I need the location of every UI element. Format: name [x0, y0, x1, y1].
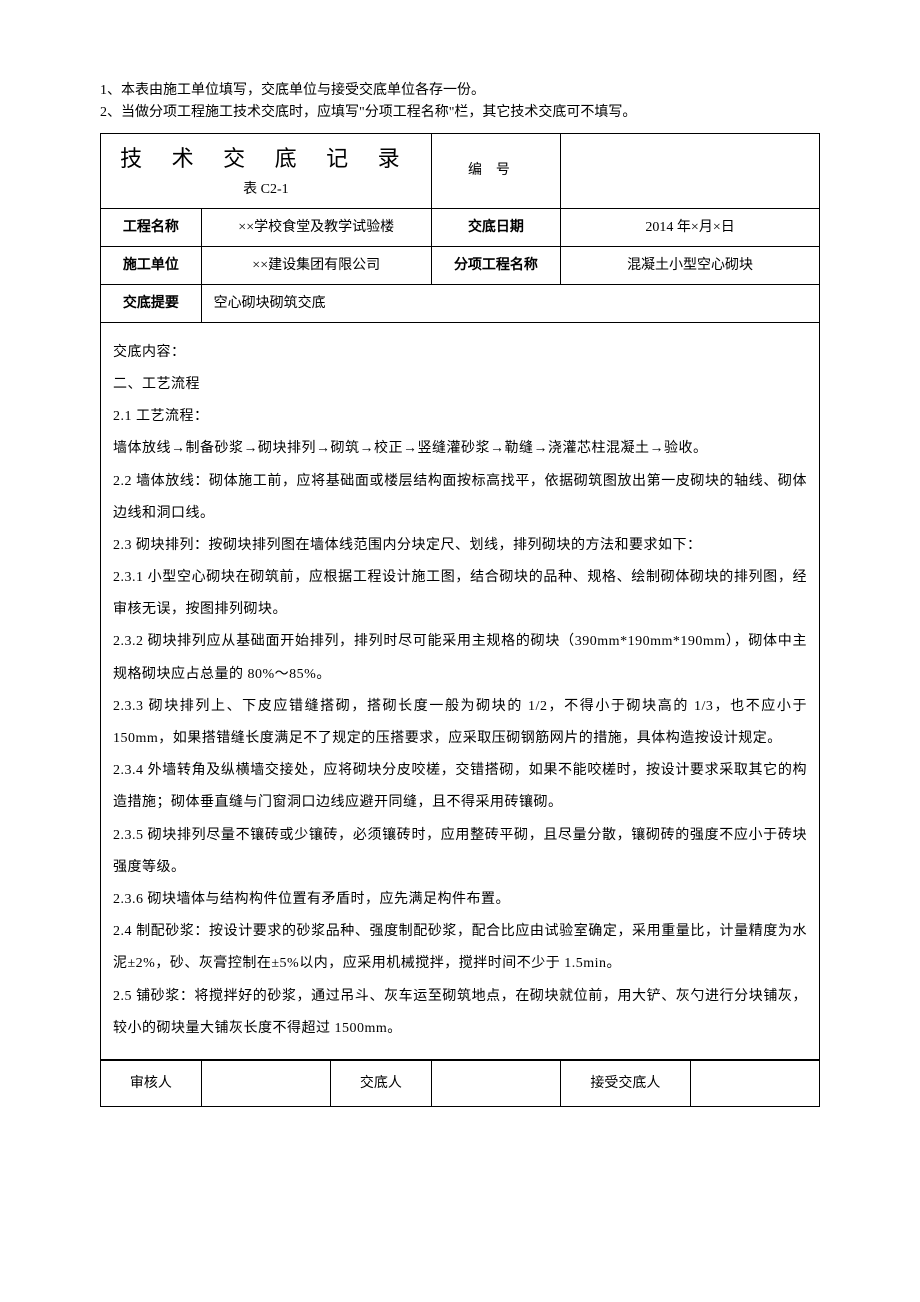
serial-label: 编号	[431, 133, 560, 208]
title-cell: 技 术 交 底 记 录 表 C2-1	[101, 133, 432, 208]
receiver-value	[690, 1060, 819, 1106]
section-2: 二、工艺流程	[113, 369, 807, 401]
subproject-value: 混凝土小型空心砌块	[561, 246, 820, 284]
p-2-3-2: 2.3.2 砌块排列应从基础面开始排列，排列时尽可能采用主规格的砌块（390mm…	[113, 626, 807, 690]
p-2-5: 2.5 铺砂浆：将搅拌好的砂浆，通过吊斗、灰车运至砌筑地点，在砌块就位前，用大铲…	[113, 981, 807, 1045]
p-2-3: 2.3 砌块排列：按砌块排列图在墙体线范围内分块定尺、划线，排列砌块的方法和要求…	[113, 530, 807, 562]
date-value: 2014 年×月×日	[561, 208, 820, 246]
content-head: 交底内容：	[113, 337, 807, 369]
subproject-label: 分项工程名称	[431, 246, 560, 284]
reviewer-value	[201, 1060, 330, 1106]
p-2-1-flow: 墙体放线→制备砂浆→砌块排列→砌筑→校正→竖缝灌砂浆→勒缝→浇灌芯柱混凝土→验收…	[113, 433, 807, 465]
p-2-2: 2.2 墙体放线：砌体施工前，应将基础面或楼层结构面按标高找平，依据砌筑图放出第…	[113, 466, 807, 530]
p-2-1: 2.1 工艺流程：	[113, 401, 807, 433]
header-notes: 1、本表由施工单位填写，交底单位与接受交底单位各存一份。 2、当做分项工程施工技…	[100, 80, 820, 125]
main-title: 技 术 交 底 记 录	[107, 142, 425, 175]
note-line-2: 2、当做分项工程施工技术交底时，应填写"分项工程名称"栏，其它技术交底可不填写。	[100, 102, 820, 124]
serial-value	[561, 133, 820, 208]
summary-label: 交底提要	[101, 284, 202, 322]
project-name-label: 工程名称	[101, 208, 202, 246]
construction-unit-label: 施工单位	[101, 246, 202, 284]
project-name-value: ××学校食堂及教学试验楼	[201, 208, 431, 246]
summary-value: 空心砌块砌筑交底	[201, 284, 819, 322]
p-2-3-3: 2.3.3 砌块排列上、下皮应错缝搭砌，搭砌长度一般为砌块的 1/2，不得小于砌…	[113, 691, 807, 755]
date-label: 交底日期	[431, 208, 560, 246]
reviewer-label: 审核人	[101, 1060, 202, 1106]
p-2-3-5: 2.3.5 砌块排列尽量不镶砖或少镶砖，必须镶砖时，应用整砖平砌，且尽量分散，镶…	[113, 820, 807, 884]
p-2-3-6: 2.3.6 砌块墙体与结构构件位置有矛盾时，应先满足构件布置。	[113, 884, 807, 916]
main-table: 技 术 交 底 记 录 表 C2-1 编号 工程名称 ××学校食堂及教学试验楼 …	[100, 133, 820, 1060]
note-line-1: 1、本表由施工单位填写，交底单位与接受交底单位各存一份。	[100, 80, 820, 102]
construction-unit-value: ××建设集团有限公司	[201, 246, 431, 284]
p-2-3-4: 2.3.4 外墙转角及纵横墙交接处，应将砌块分皮咬槎，交错搭砌，如果不能咬槎时，…	[113, 755, 807, 819]
presenter-value	[431, 1060, 560, 1106]
p-2-3-1: 2.3.1 小型空心砌块在砌筑前，应根据工程设计施工图，结合砌块的品种、规格、绘…	[113, 562, 807, 626]
p-2-4: 2.4 制配砂浆：按设计要求的砂浆品种、强度制配砂浆，配合比应由试验室确定，采用…	[113, 916, 807, 980]
signers-table: 审核人 交底人 接受交底人	[100, 1060, 820, 1107]
receiver-label: 接受交底人	[561, 1060, 690, 1106]
content-body: 交底内容： 二、工艺流程 2.1 工艺流程： 墙体放线→制备砂浆→砌块排列→砌筑…	[101, 322, 820, 1059]
presenter-label: 交底人	[331, 1060, 432, 1106]
table-number: 表 C2-1	[107, 179, 425, 200]
